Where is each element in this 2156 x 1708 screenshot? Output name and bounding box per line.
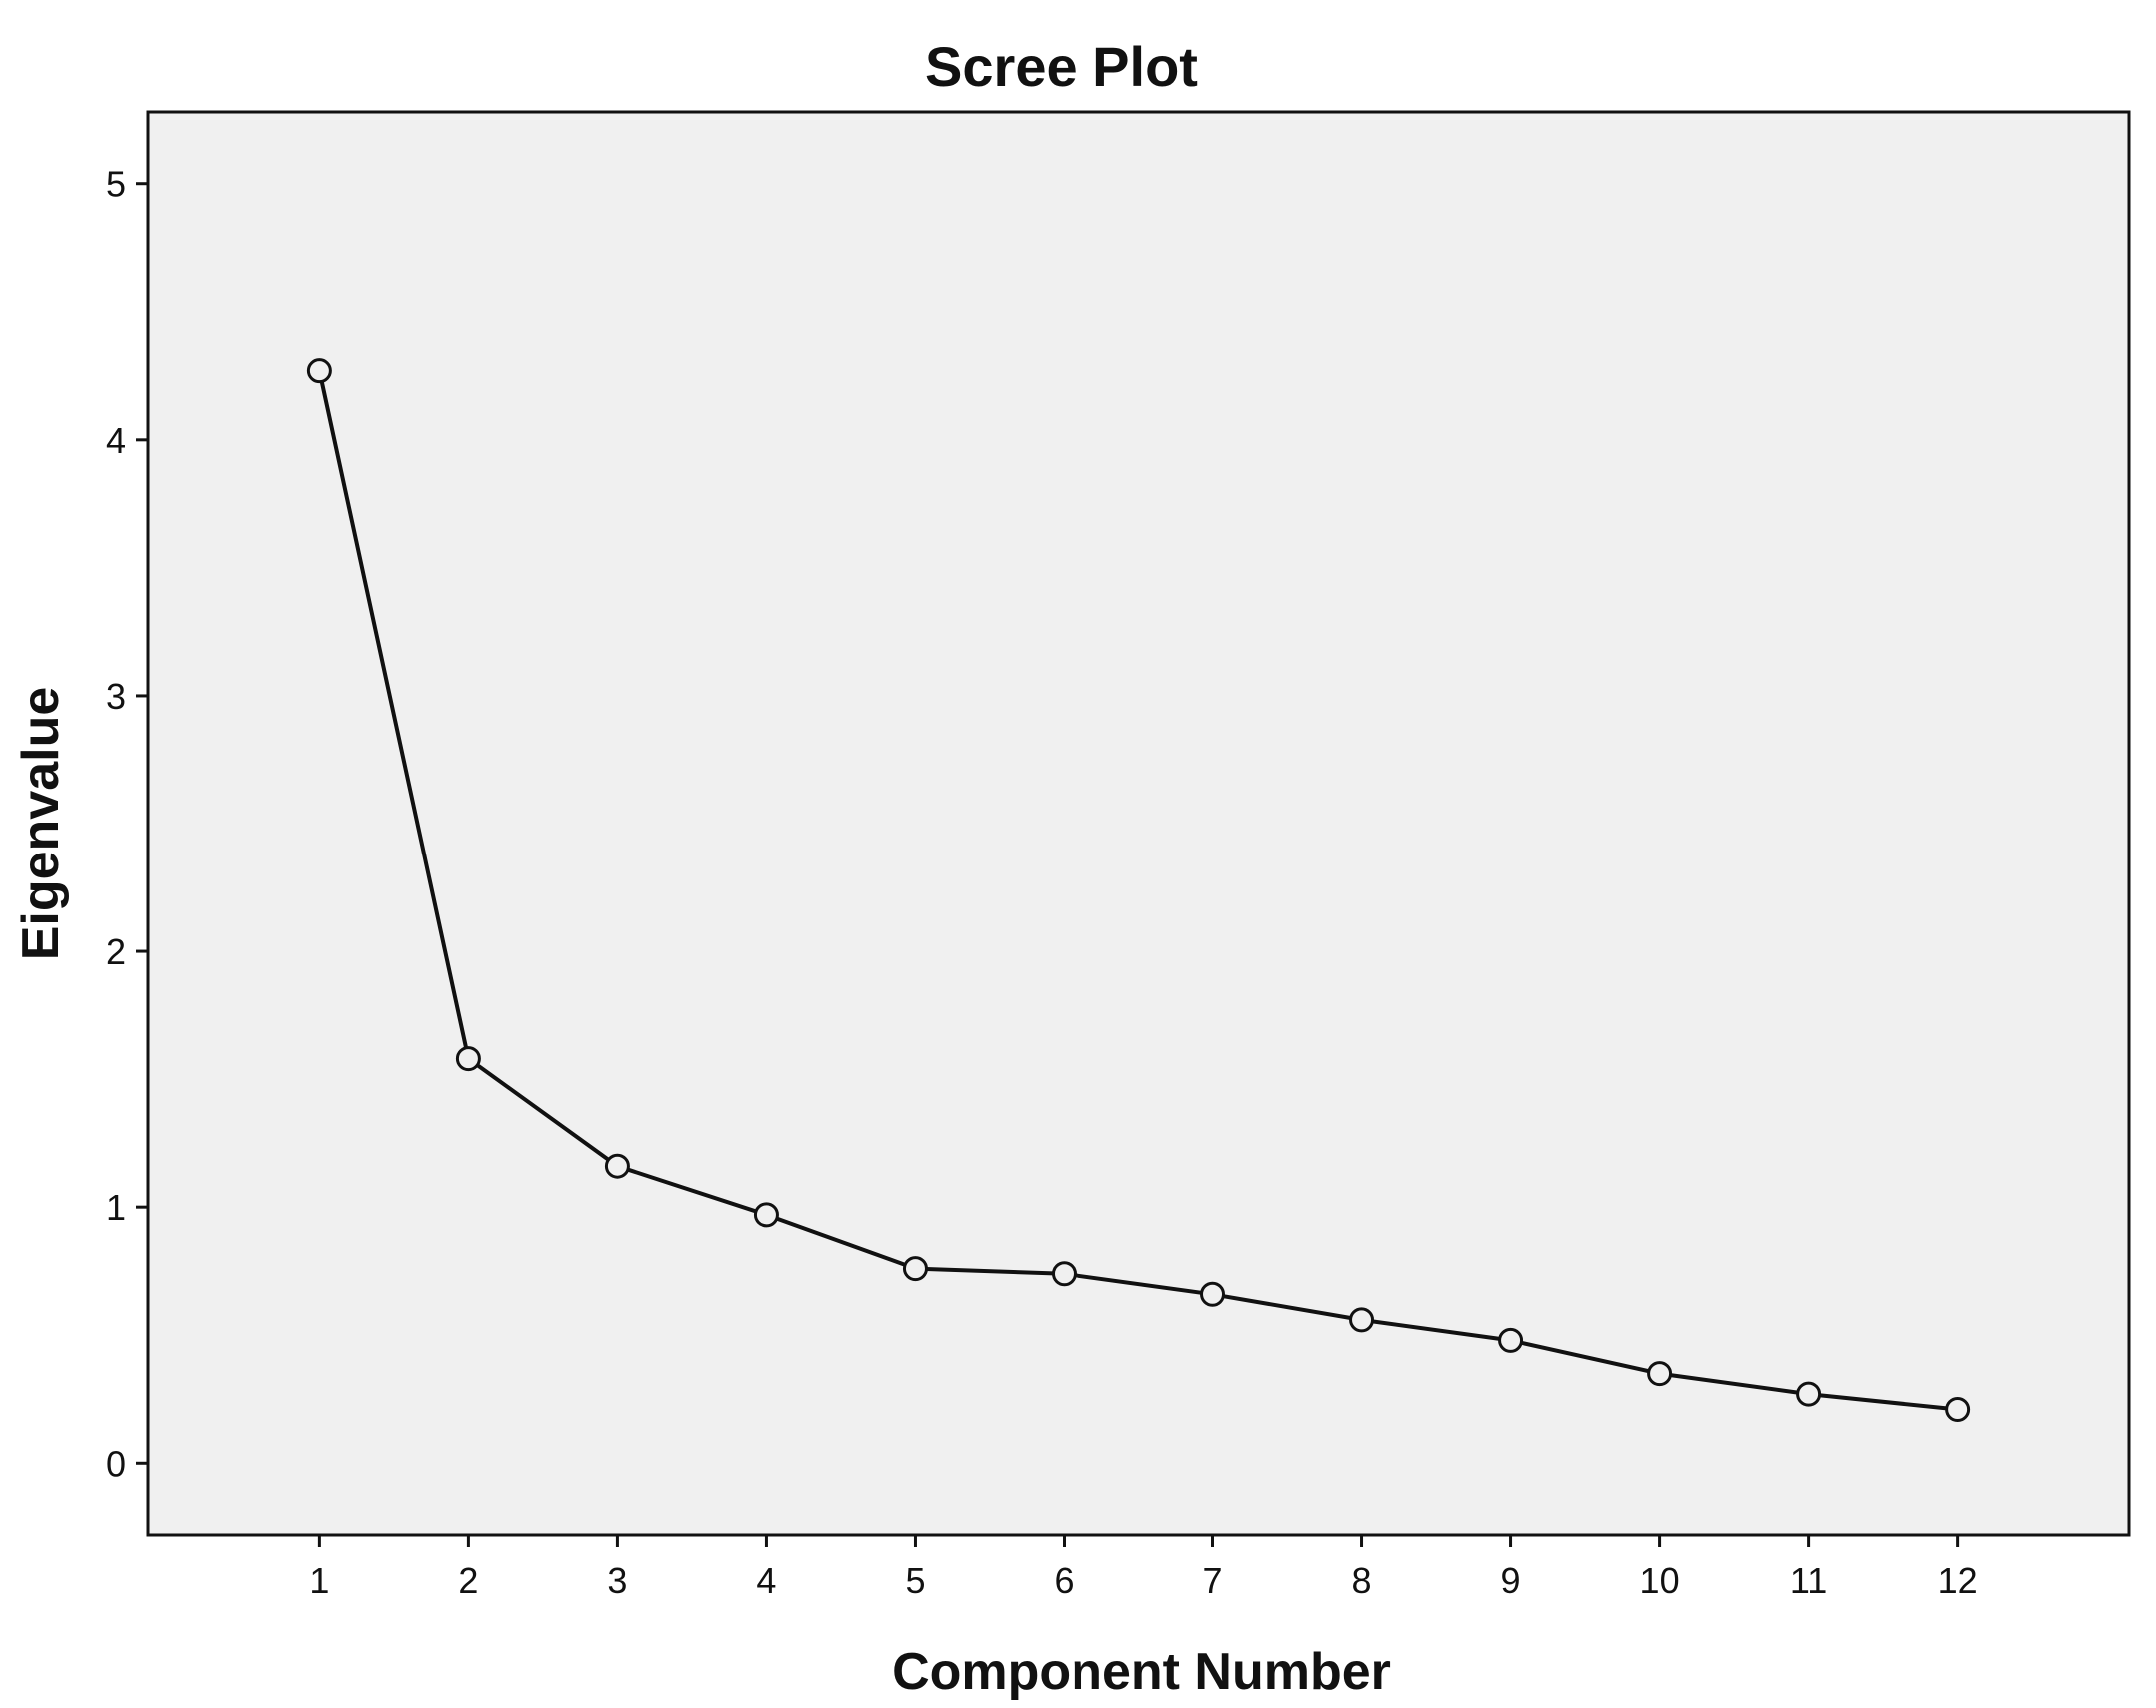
- data-point-8: [1349, 1307, 1375, 1333]
- x-axis-title: Component Number: [892, 1643, 1391, 1701]
- y-axis: 0 1 2 3 4 5: [106, 164, 148, 1484]
- x-tick-label-4: 4: [756, 1560, 776, 1601]
- x-tick-label-12: 12: [1938, 1560, 1978, 1601]
- y-tick-label-4: 4: [106, 420, 126, 461]
- data-point-5: [902, 1256, 928, 1282]
- data-point-7: [1200, 1281, 1226, 1307]
- plot-area: [146, 110, 2131, 1537]
- y-tick-label-0: 0: [106, 1443, 126, 1484]
- x-axis: 1 2 3 4 5 6 7 8 9 10 11 12: [309, 1535, 1978, 1601]
- x-tick-label-10: 10: [1640, 1560, 1680, 1601]
- data-point-1: [306, 358, 332, 384]
- series-layer: [306, 358, 1971, 1423]
- x-tick-label-5: 5: [905, 1560, 925, 1601]
- y-tick-label-1: 1: [106, 1187, 126, 1228]
- data-point-6: [1051, 1261, 1077, 1287]
- series-line-0: [317, 370, 1958, 1412]
- x-tick-label-9: 9: [1501, 1560, 1521, 1601]
- data-point-4: [753, 1202, 779, 1228]
- chart-title: Scree Plot: [925, 35, 1198, 98]
- x-tick-label-8: 8: [1352, 1560, 1372, 1601]
- x-tick-label-11: 11: [1790, 1560, 1827, 1601]
- x-tick-label-3: 3: [607, 1560, 627, 1601]
- y-tick-label-5: 5: [106, 164, 126, 205]
- y-axis-title: Eigenvalue: [12, 687, 70, 961]
- data-point-10: [1647, 1361, 1673, 1387]
- x-tick-label-1: 1: [309, 1560, 329, 1601]
- data-point-9: [1498, 1327, 1524, 1353]
- data-point-3: [604, 1153, 630, 1179]
- data-point-11: [1796, 1381, 1822, 1407]
- y-tick-label-2: 2: [106, 931, 126, 972]
- data-point-2: [455, 1046, 481, 1072]
- x-tick-label-2: 2: [458, 1560, 478, 1601]
- y-tick-label-3: 3: [106, 676, 126, 717]
- x-tick-label-6: 6: [1054, 1560, 1074, 1601]
- x-tick-label-7: 7: [1202, 1560, 1222, 1601]
- data-point-12: [1945, 1397, 1971, 1423]
